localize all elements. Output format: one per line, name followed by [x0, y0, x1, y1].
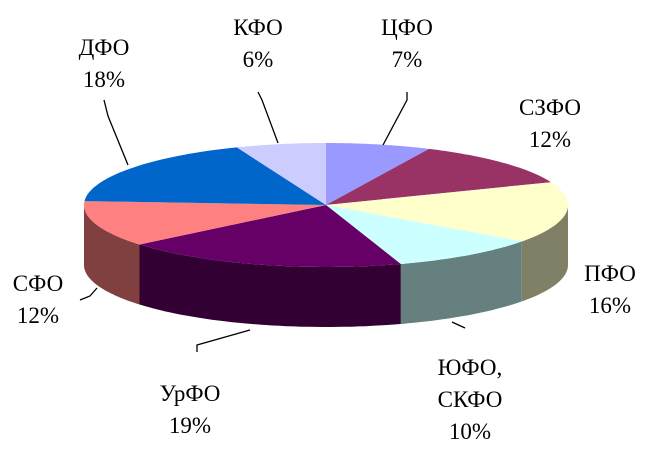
- slice: [84, 147, 326, 205]
- category-label: КФО: [233, 15, 283, 40]
- value-label: 19%: [168, 413, 212, 438]
- slice: [236, 143, 326, 205]
- slice-label: ЦФО 7%: [362, 12, 452, 76]
- leader-line: [451, 321, 466, 329]
- slice-side: [84, 205, 140, 305]
- slice-label: ЮФО, СКФО 10%: [425, 352, 515, 448]
- leader-line: [103, 99, 129, 166]
- slice-label: УрФО 19%: [145, 378, 235, 442]
- slice-side: [400, 241, 522, 324]
- leader-line: [79, 287, 98, 301]
- slice: [139, 205, 401, 267]
- value-label: 7%: [391, 47, 423, 72]
- value-label: 12%: [528, 127, 572, 152]
- value-label: 16%: [588, 293, 632, 318]
- category-label: СФО: [12, 271, 64, 296]
- slice-label: КФО 6%: [213, 12, 303, 76]
- slice-label: СЗФО 12%: [505, 92, 595, 156]
- value-label: 6%: [242, 47, 274, 72]
- category-label: ЮФО, СКФО: [437, 355, 503, 412]
- category-label: ЦФО: [381, 15, 433, 40]
- leader-line: [257, 91, 279, 144]
- slice: [326, 182, 568, 242]
- slice-side: [139, 244, 401, 327]
- value-label: 12%: [16, 303, 60, 328]
- slice: [326, 148, 551, 205]
- leader-line: [382, 92, 408, 146]
- slice-side: [521, 205, 568, 302]
- category-label: ПФО: [584, 261, 636, 286]
- category-label: ДФО: [78, 35, 130, 60]
- slice-label: СФО 12%: [0, 268, 83, 332]
- category-label: УрФО: [159, 381, 221, 406]
- leader-line: [196, 329, 251, 352]
- category-label: СЗФО: [519, 95, 581, 120]
- slice: [84, 201, 326, 245]
- value-label: 18%: [82, 67, 126, 92]
- slice: [326, 205, 522, 264]
- slice: [326, 143, 429, 205]
- value-label: 10%: [448, 419, 492, 444]
- slice-label: ПФО 16%: [565, 258, 655, 322]
- slice-label: ДФО 18%: [59, 32, 149, 96]
